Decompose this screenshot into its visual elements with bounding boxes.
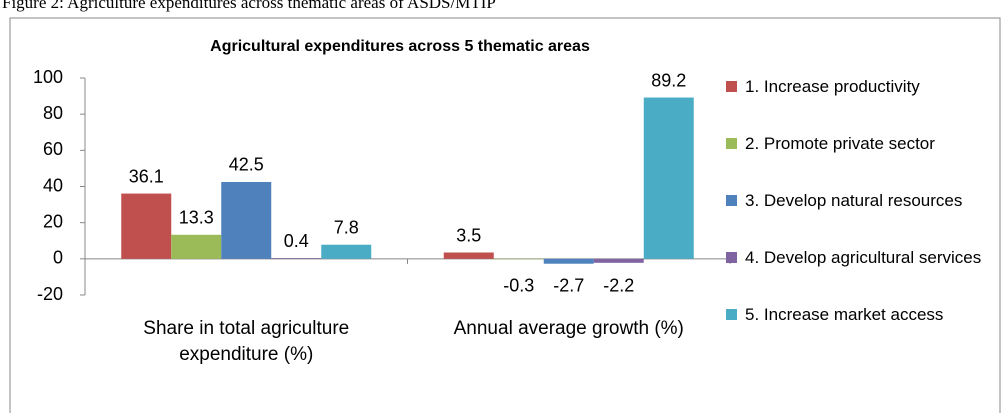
y-tick-label: 0	[53, 248, 63, 268]
data-label: -2.7	[553, 276, 584, 296]
legend-entry: 1. Increase productivity	[726, 75, 995, 98]
data-label: 7.8	[334, 217, 359, 237]
bar	[643, 97, 694, 259]
legend-swatch	[726, 81, 737, 92]
bar	[543, 258, 594, 264]
data-label: 0.4	[284, 231, 309, 251]
legend-swatch	[726, 195, 737, 206]
y-tick-label: 100	[33, 67, 63, 87]
data-label: -2.2	[603, 276, 634, 296]
bar	[121, 193, 172, 259]
legend-entry: 2. Promote private sector	[726, 132, 995, 155]
bar	[221, 181, 272, 259]
y-tick-label: 20	[43, 211, 63, 231]
data-label: 13.3	[179, 208, 214, 228]
chart-frame	[9, 17, 1001, 413]
y-tick-label: 60	[43, 139, 63, 159]
bar	[443, 252, 494, 259]
legend-entry: 3. Develop natural resources	[726, 189, 995, 212]
bar	[171, 234, 222, 259]
legend-swatch	[726, 309, 737, 320]
data-label: 36.1	[129, 166, 164, 186]
x-tick-label: Annual average growth (%)	[453, 318, 684, 339]
data-label: -0.3	[503, 276, 534, 296]
legend-swatch	[726, 138, 737, 149]
y-tick-label: 80	[43, 103, 63, 123]
bar	[593, 258, 644, 263]
legend-swatch	[726, 252, 737, 263]
caption: Figure 2: Agriculture expenditures acros…	[2, 0, 496, 12]
data-label: 89.2	[651, 70, 686, 90]
y-tick-label: 40	[43, 175, 63, 195]
y-tick-label: -20	[37, 284, 63, 304]
data-label: 3.5	[456, 225, 481, 245]
data-label: 42.5	[229, 155, 264, 175]
bar	[321, 244, 372, 259]
chart-title: Agricultural expenditures across 5 thema…	[210, 38, 590, 55]
bar	[271, 258, 322, 259]
x-tick-label: Share in total agriculture expenditure (…	[143, 318, 350, 365]
legend-entry: 4. Develop agricultural services	[726, 246, 995, 269]
legend-entry: 5. Increase market access	[726, 303, 995, 326]
bar	[493, 258, 544, 260]
